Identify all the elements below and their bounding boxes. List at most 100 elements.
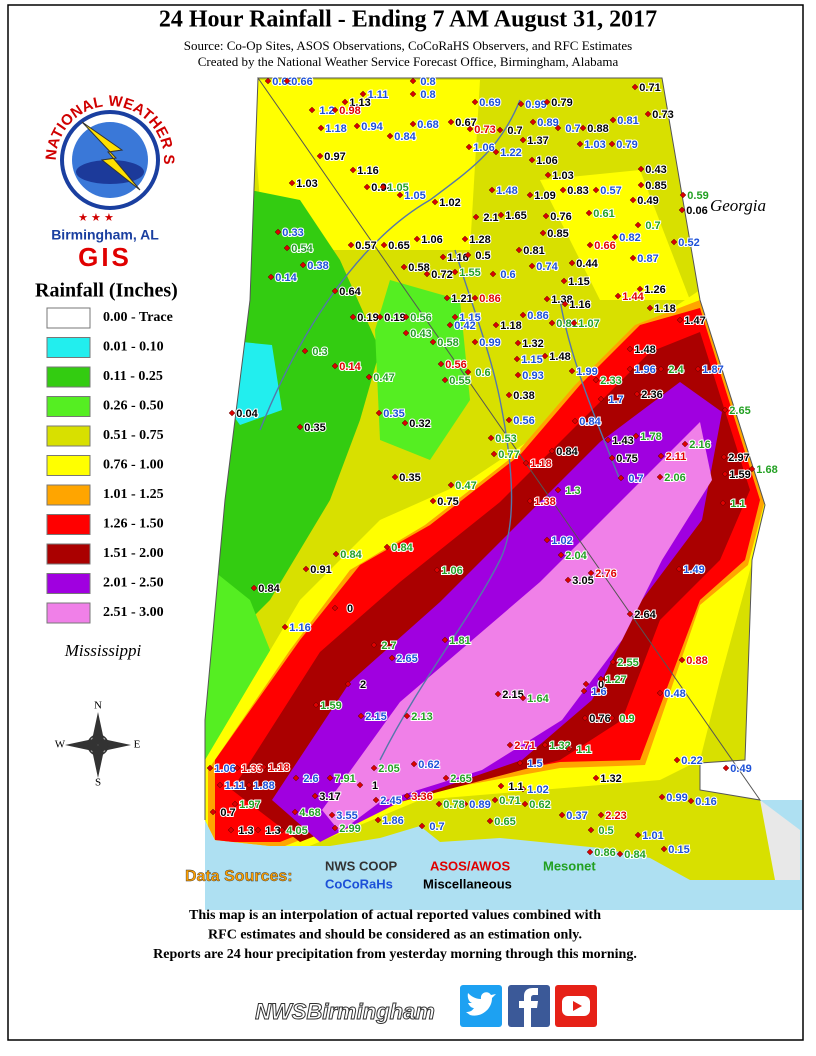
- station-marker: [326, 774, 334, 782]
- station-value: 0.33: [282, 227, 303, 239]
- station-value: 1.03: [584, 139, 605, 151]
- station-marker: [558, 811, 566, 819]
- station-marker: [657, 452, 665, 460]
- station-marker: [331, 362, 339, 370]
- station-marker: [267, 273, 275, 281]
- rivers: [259, 99, 621, 761]
- data-source: NWS COOP: [325, 858, 398, 873]
- station-marker: [632, 432, 640, 440]
- station-value: 0.77: [498, 449, 519, 461]
- facebook-icon[interactable]: [508, 985, 550, 1027]
- station-marker: [543, 98, 551, 106]
- station-marker: [629, 254, 637, 262]
- station-marker: [429, 338, 437, 346]
- station-value: 0.73: [652, 109, 673, 121]
- station-value: 0.89: [469, 799, 490, 811]
- station-value: 1.13: [349, 97, 370, 109]
- station-value: 0.56: [410, 312, 431, 324]
- station-marker: [370, 641, 378, 649]
- station-value: 2.7: [381, 640, 396, 652]
- station-value: 3.05: [572, 575, 593, 587]
- station-marker: [561, 300, 569, 308]
- station-value: 0.73: [474, 124, 495, 136]
- station-marker: [586, 848, 594, 856]
- station-marker: [492, 321, 500, 329]
- station-value: 0.58: [437, 337, 458, 349]
- station-value: 0.49: [637, 195, 658, 207]
- station-marker: [245, 781, 253, 789]
- station-marker: [521, 800, 529, 808]
- station-marker: [233, 764, 241, 772]
- station-value: 0.16: [695, 796, 716, 808]
- station-marker: [331, 824, 339, 832]
- station-marker: [626, 610, 634, 618]
- station-marker: [461, 800, 469, 808]
- station-value: 0: [347, 603, 353, 615]
- station-marker: [505, 391, 513, 399]
- station-marker: [676, 316, 684, 324]
- station-marker: [528, 156, 536, 164]
- station-marker: [464, 368, 472, 376]
- station-marker: [278, 826, 286, 834]
- station-value: 0.7: [429, 821, 444, 833]
- station-marker: [626, 345, 634, 353]
- station-value: 0.6: [475, 367, 490, 379]
- station-marker: [633, 390, 641, 398]
- station-marker: [332, 550, 340, 558]
- station-value: 0.38: [513, 390, 534, 402]
- station-value: 1.99: [576, 366, 597, 378]
- station-value: 0.7: [507, 125, 522, 137]
- station-value: 0.7: [645, 220, 660, 232]
- station-marker: [302, 565, 310, 573]
- legend-swatch: [46, 366, 91, 388]
- legend-swatch: [46, 307, 91, 329]
- station-value: 1.09: [534, 190, 555, 202]
- youtube-icon[interactable]: [555, 985, 597, 1027]
- station-value: 0.8: [420, 76, 435, 88]
- disclaimer-line: This map is an interpolation of actual r…: [189, 908, 601, 923]
- station-marker: [526, 191, 534, 199]
- station-marker: [541, 741, 549, 749]
- station-marker: [231, 800, 239, 808]
- station-marker: [446, 321, 454, 329]
- station-value: 1.59: [320, 700, 341, 712]
- station-marker: [429, 497, 437, 505]
- station-marker: [516, 759, 524, 767]
- station-value: 2.06: [664, 472, 685, 484]
- station-value: 0.82: [619, 232, 640, 244]
- station-value: 0.89: [537, 117, 558, 129]
- station-marker: [519, 136, 527, 144]
- station-marker: [347, 241, 355, 249]
- station-marker: [379, 183, 387, 191]
- station-value: 1.68: [756, 464, 777, 476]
- station-value: 1.1: [576, 744, 591, 756]
- station-marker: [296, 423, 304, 431]
- station-marker: [660, 845, 668, 853]
- station-value: 4.68: [299, 807, 320, 819]
- station-value: 2.11: [666, 451, 687, 463]
- station-value: 1.05: [387, 182, 408, 194]
- station-marker: [435, 800, 443, 808]
- station-marker: [331, 287, 339, 295]
- twitter-icon[interactable]: [460, 985, 502, 1027]
- disclaimer-line: RFC estimates and should be considered a…: [208, 928, 582, 943]
- station-value: 2.36: [641, 389, 662, 401]
- station-value: 0.32: [409, 418, 430, 430]
- station-marker: [673, 756, 681, 764]
- station-value: 0.22: [681, 755, 702, 767]
- station-value: 0.52: [678, 237, 699, 249]
- station-value: 1.6: [591, 686, 606, 698]
- station-value: 0.55: [449, 375, 470, 387]
- station-marker: [317, 124, 325, 132]
- station-marker: [292, 774, 300, 782]
- station-value: 0.9: [619, 713, 634, 725]
- station-marker: [564, 576, 572, 584]
- station-value: 1.06: [473, 142, 494, 154]
- station-marker: [471, 98, 479, 106]
- station-value: 0.81: [556, 318, 577, 330]
- subtitle: Created by the National Weather Service …: [198, 54, 619, 69]
- station-marker: [721, 406, 729, 414]
- state-label: Mississippi: [64, 641, 142, 660]
- legend-label: 0.11 - 0.25: [103, 369, 163, 384]
- station-marker: [472, 213, 480, 221]
